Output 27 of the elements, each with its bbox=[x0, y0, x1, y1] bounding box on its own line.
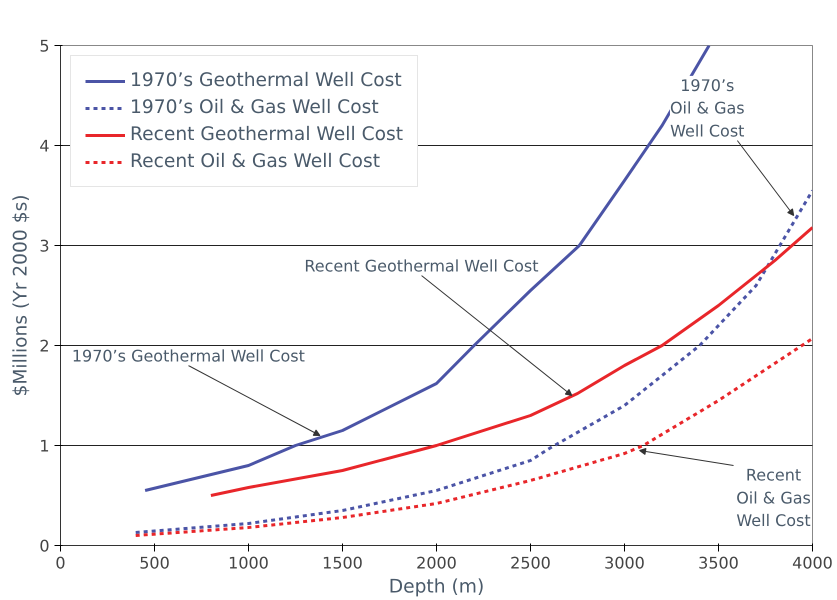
x-tick-label: 0 bbox=[55, 554, 66, 572]
x-axis-title: Depth (m) bbox=[388, 576, 484, 598]
annotation: Recent Geothermal Well Cost bbox=[304, 256, 539, 276]
annotation: Recent Oil & Gas Well Cost bbox=[736, 466, 811, 530]
legend-label: 1970’s Geothermal Well Cost bbox=[130, 70, 402, 91]
x-tick-label: 500 bbox=[139, 554, 170, 572]
legend-label: 1970’s Oil & Gas Well Cost bbox=[130, 97, 379, 118]
y-tick-label: 4 bbox=[39, 136, 50, 156]
x-tick-label: 3500 bbox=[698, 554, 739, 572]
line-series bbox=[134, 189, 812, 534]
legend-label: Recent Oil & Gas Well Cost bbox=[130, 151, 380, 172]
x-tick-label: 4000 bbox=[792, 554, 833, 572]
x-tick-label: 2000 bbox=[416, 554, 457, 572]
legend-label: Recent Geothermal Well Cost bbox=[130, 124, 404, 145]
y-tick-label: 3 bbox=[39, 236, 50, 256]
y-tick-label: 0 bbox=[39, 536, 50, 556]
x-tick-label: 2500 bbox=[510, 554, 551, 572]
y-tick-label: 2 bbox=[39, 336, 50, 356]
x-tick-label: 1500 bbox=[322, 554, 363, 572]
y-axis-title: $Millions (Yr 2000 $s) bbox=[10, 194, 32, 397]
y-tick-label: 1 bbox=[39, 436, 50, 456]
annotation: 1970’s Oil & Gas Well Cost bbox=[670, 76, 745, 140]
y-tick-label: 5 bbox=[39, 36, 50, 56]
x-tick-label: 1000 bbox=[228, 554, 269, 572]
line-series bbox=[134, 337, 812, 537]
x-tick-label: 3000 bbox=[604, 554, 645, 572]
annotation: 1970’s Geothermal Well Cost bbox=[72, 346, 305, 366]
